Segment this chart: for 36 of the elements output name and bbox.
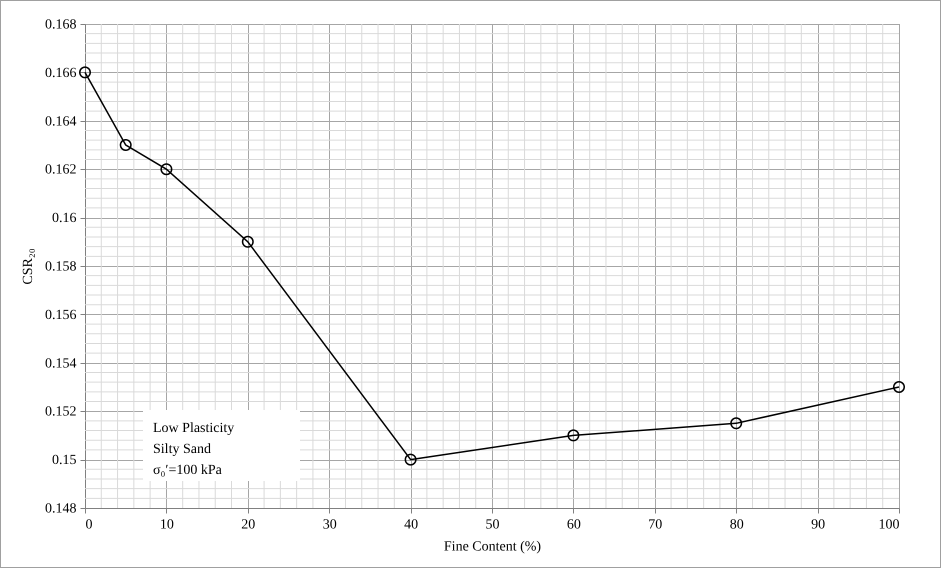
y-tick-label: 0.156 (45, 308, 76, 323)
x-tick-label: 100 (878, 518, 900, 532)
x-tick-label: 50 (486, 518, 500, 532)
point (120, 139, 132, 151)
note-box: Low Plasticity Silty Sand σ₀′=100 kPa (143, 410, 300, 481)
x-tick-label: 0 (86, 518, 92, 532)
y-tick-label: 0.152 (45, 404, 76, 420)
x-tick-label: 20 (241, 518, 256, 532)
x-tick-label: 30 (322, 518, 337, 532)
point (79, 66, 91, 78)
point (404, 454, 417, 466)
annotation: Low Plasticity (153, 420, 236, 438)
x-tick-label: 10 (160, 518, 174, 532)
point (160, 163, 172, 176)
x-tick-label: 40 (404, 518, 418, 532)
y-tick-label: 0.168 (45, 18, 76, 32)
point (893, 381, 905, 393)
x-tick-label: 60 (566, 518, 581, 532)
x-tick-label: 70 (648, 518, 662, 532)
y-tick-label: 0.15 (52, 453, 76, 468)
y-tick-label: 0.16 (52, 211, 76, 226)
point (567, 429, 580, 442)
y-axis-title: CSR₂₀ (21, 248, 36, 285)
y-tick-label: 0.162 (45, 162, 76, 178)
y-tick-label: 0.154 (45, 356, 76, 372)
y-tick-label: 0.164 (45, 114, 76, 130)
x-tick-label: 90 (811, 518, 826, 532)
annotation: Silty Sand (153, 441, 212, 459)
y-tick-label: 0.148 (45, 502, 76, 516)
annotation: σ₀′=100 kPa (153, 462, 223, 480)
x-tick-label: 80 (730, 518, 744, 532)
point (242, 236, 254, 248)
point (730, 417, 742, 430)
x-axis-title: Fine Content (%) (444, 540, 542, 554)
y-tick-label: 0.166 (45, 66, 76, 81)
y-tick-label: 0.158 (45, 260, 76, 274)
